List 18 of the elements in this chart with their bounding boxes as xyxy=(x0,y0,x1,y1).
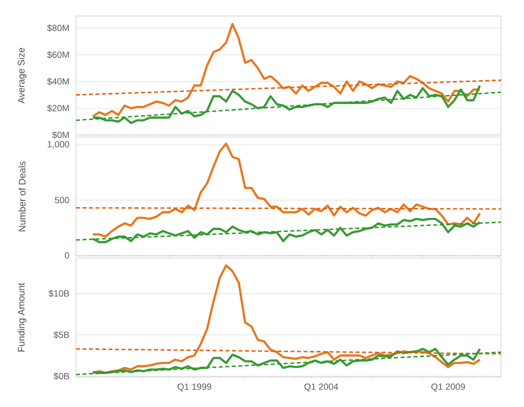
x-tick-label: Q1 1999 xyxy=(178,384,212,392)
y-tick-label: $60M xyxy=(47,51,69,58)
y-tick-label: 1,000 xyxy=(48,141,70,148)
y-tick-label: $0B xyxy=(54,372,70,380)
y-tick-label: $40M xyxy=(47,78,69,86)
x-tick-label: Q1 2004 xyxy=(304,384,338,392)
y-axis-title: Number of Deals xyxy=(18,161,26,232)
x-tick-label: Q1 2009 xyxy=(431,384,465,392)
y-tick-label: $20M xyxy=(47,104,69,112)
y-axis-title: Average Size xyxy=(18,48,26,104)
y-tick-label: $5B xyxy=(54,331,70,338)
y-tick-label: $10B xyxy=(48,290,70,298)
y-tick-label: 500 xyxy=(54,196,70,204)
y-tick-label: $0M xyxy=(52,131,69,139)
line-series xyxy=(92,348,481,374)
y-axis-title: Funding Amount xyxy=(18,282,26,352)
y-tick-label: 0 xyxy=(64,252,70,259)
y-tick-label: $80M xyxy=(47,24,69,32)
